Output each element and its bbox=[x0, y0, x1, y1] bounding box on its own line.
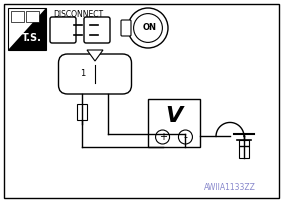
Text: DISCONNECT: DISCONNECT bbox=[53, 10, 103, 19]
Bar bbox=[26, 11, 39, 22]
Text: -: - bbox=[183, 132, 187, 142]
Text: +: + bbox=[158, 132, 167, 142]
Text: 1: 1 bbox=[80, 69, 86, 79]
FancyBboxPatch shape bbox=[121, 20, 131, 36]
Text: ON: ON bbox=[143, 23, 157, 33]
Text: AWIIA1133ZZ: AWIIA1133ZZ bbox=[204, 183, 256, 192]
Bar bbox=[8, 8, 46, 50]
Bar bbox=[77, 104, 87, 120]
FancyBboxPatch shape bbox=[59, 54, 132, 94]
FancyBboxPatch shape bbox=[50, 17, 76, 43]
Polygon shape bbox=[87, 50, 103, 61]
Text: T.S.: T.S. bbox=[22, 33, 42, 43]
Polygon shape bbox=[8, 8, 46, 50]
Text: V: V bbox=[165, 106, 183, 126]
Bar bbox=[11, 11, 24, 22]
FancyBboxPatch shape bbox=[84, 17, 110, 43]
Bar bbox=[148, 99, 200, 147]
Bar bbox=[239, 140, 249, 158]
